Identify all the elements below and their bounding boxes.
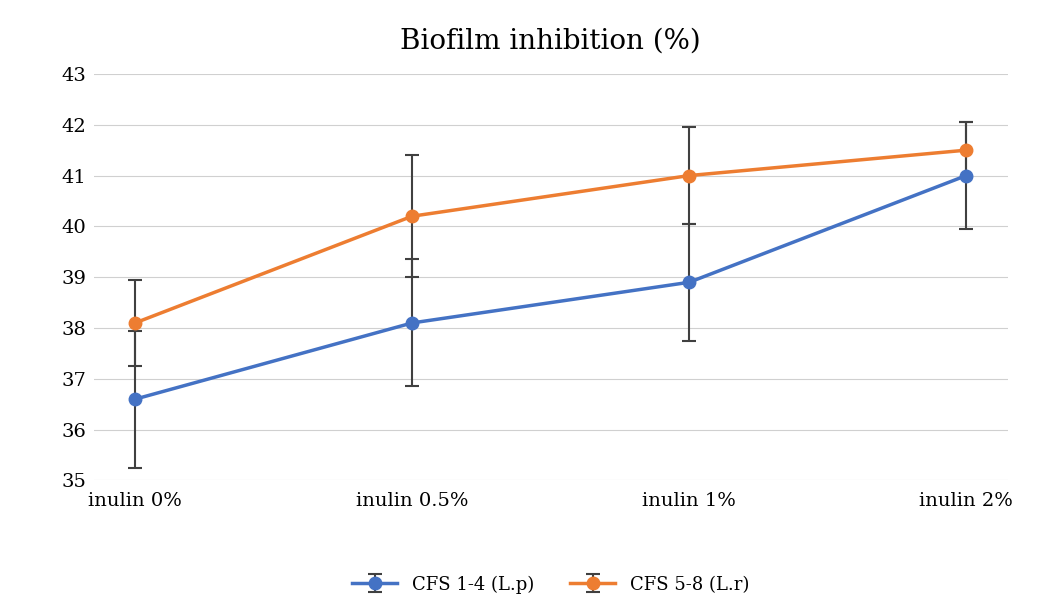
Title: Biofilm inhibition (%): Biofilm inhibition (%) bbox=[400, 28, 701, 55]
Legend: CFS 1-4 (L.p), CFS 5-8 (L.r): CFS 1-4 (L.p), CFS 5-8 (L.r) bbox=[345, 569, 756, 602]
